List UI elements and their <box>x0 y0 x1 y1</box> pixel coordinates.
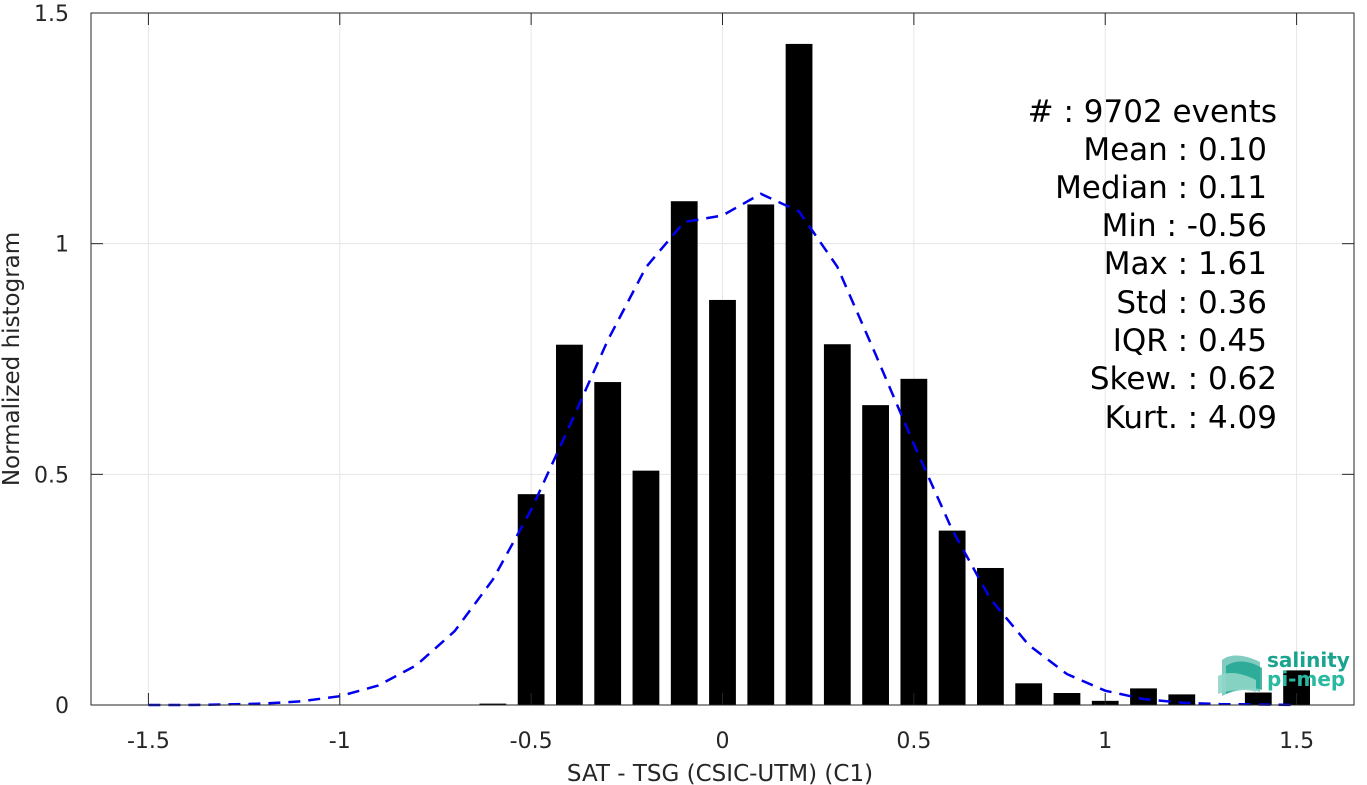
stat-iqr: IQR : 0.45 <box>1113 323 1267 359</box>
salinity-pi-mep-logo: salinity pi-mep <box>1218 648 1350 696</box>
histogram-bar <box>670 201 698 705</box>
histogram-bar <box>900 378 928 705</box>
stat-count: # : 9702 events <box>1028 94 1277 130</box>
x-tick-label: 1 <box>1098 729 1112 754</box>
y-axis-label: Normalized histogram <box>0 232 25 486</box>
y-tick-label: 1.5 <box>34 2 69 27</box>
histogram-bar <box>1130 688 1157 705</box>
stat-std: Std : 0.36 <box>1116 285 1267 321</box>
stat-max: Max : 1.61 <box>1104 246 1267 282</box>
histogram-bar <box>709 299 736 705</box>
histogram-bar <box>632 470 660 705</box>
histogram-bar <box>594 382 622 705</box>
logo-line2: pi-mep <box>1267 667 1345 691</box>
y-tick-label: 0.5 <box>34 463 69 488</box>
histogram-bar <box>479 703 507 705</box>
axes <box>90 12 1355 706</box>
x-tick-label: -1 <box>329 729 351 754</box>
histogram-bar <box>517 494 545 705</box>
x-tick-label: 0 <box>716 729 730 754</box>
x-axis-label: SAT - TSG (CSIC-UTM) (C1) <box>567 761 873 785</box>
histogram-bar <box>823 344 851 705</box>
stats-annotation: # : 9702 events Mean : 0.10 Median : 0.1… <box>1028 94 1277 436</box>
histogram-bar <box>977 567 1004 705</box>
stat-mean: Mean : 0.10 <box>1083 132 1267 168</box>
histogram-bar <box>1244 692 1272 705</box>
histogram-bar <box>556 344 583 705</box>
y-tick-label: 0 <box>55 694 69 719</box>
x-tick-label: 1.5 <box>1279 729 1314 754</box>
histogram-bar <box>1015 683 1043 705</box>
x-tick-label: 0.5 <box>896 729 931 754</box>
stat-median: Median : 0.11 <box>1055 170 1267 206</box>
stat-min: Min : -0.56 <box>1102 208 1267 244</box>
stat-skew: Skew. : 0.62 <box>1090 361 1277 397</box>
histogram-bar <box>938 530 966 705</box>
histogram-bar <box>1053 693 1081 705</box>
logo-line1: salinity <box>1267 648 1350 672</box>
histogram-bar <box>785 43 813 706</box>
tick-labels: -1.5 -1 -0.5 0 0.5 1 1.5 0 0.5 1 1.5 <box>34 2 1314 754</box>
x-tick-label: -0.5 <box>510 729 553 754</box>
x-tick-label: -1.5 <box>127 729 170 754</box>
stat-kurt: Kurt. : 4.09 <box>1105 400 1277 436</box>
y-tick-label: 1 <box>55 233 69 258</box>
histogram-bar <box>747 204 775 705</box>
histogram-bar <box>862 405 889 705</box>
histogram-bar <box>1168 694 1196 705</box>
bars <box>479 43 1310 706</box>
